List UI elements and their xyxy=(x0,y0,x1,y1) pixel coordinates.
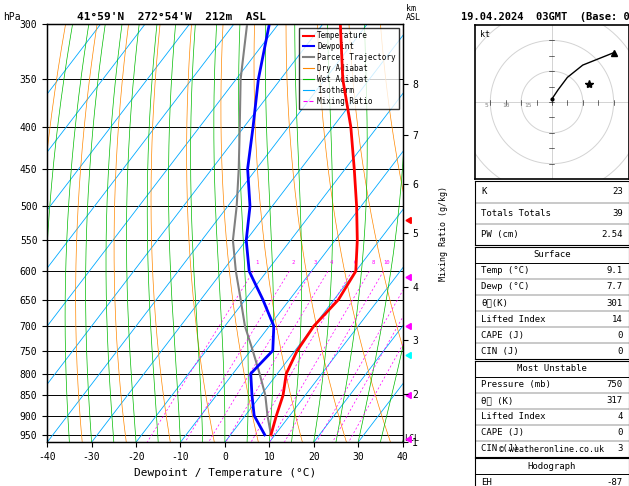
Text: 19.04.2024  03GMT  (Base: 00): 19.04.2024 03GMT (Base: 00) xyxy=(461,12,629,22)
Text: 0: 0 xyxy=(618,330,623,340)
Text: 0: 0 xyxy=(618,347,623,356)
Text: Lifted Index: Lifted Index xyxy=(481,314,545,324)
Text: Totals Totals: Totals Totals xyxy=(481,209,551,218)
Text: Surface: Surface xyxy=(533,250,571,260)
Text: 10: 10 xyxy=(503,103,510,108)
Text: θᴇ(K): θᴇ(K) xyxy=(481,298,508,308)
Text: 10: 10 xyxy=(384,260,390,265)
Text: 4: 4 xyxy=(330,260,333,265)
Text: 0: 0 xyxy=(618,428,623,437)
Text: 1: 1 xyxy=(255,260,259,265)
Text: 23: 23 xyxy=(612,188,623,196)
Text: CIN (J): CIN (J) xyxy=(481,347,519,356)
Legend: Temperature, Dewpoint, Parcel Trajectory, Dry Adiabat, Wet Adiabat, Isotherm, Mi: Temperature, Dewpoint, Parcel Trajectory… xyxy=(299,28,399,109)
Text: 15: 15 xyxy=(524,103,532,108)
Text: Mixing Ratio (g/kg): Mixing Ratio (g/kg) xyxy=(439,186,448,281)
Text: kt: kt xyxy=(479,30,489,38)
Text: Dewp (°C): Dewp (°C) xyxy=(481,282,530,292)
Text: 750: 750 xyxy=(607,380,623,389)
Text: 3: 3 xyxy=(314,260,317,265)
Text: 8: 8 xyxy=(371,260,375,265)
Text: 7.7: 7.7 xyxy=(607,282,623,292)
Text: hPa: hPa xyxy=(3,12,21,22)
Text: Temp (°C): Temp (°C) xyxy=(481,266,530,276)
Text: 5: 5 xyxy=(484,103,488,108)
Text: 39: 39 xyxy=(612,209,623,218)
X-axis label: Dewpoint / Temperature (°C): Dewpoint / Temperature (°C) xyxy=(134,468,316,478)
Text: 2: 2 xyxy=(291,260,294,265)
Text: CIN (J): CIN (J) xyxy=(481,444,519,453)
Text: EH: EH xyxy=(481,478,492,486)
Text: 14: 14 xyxy=(612,314,623,324)
Text: 41°59'N  272°54'W  212m  ASL: 41°59'N 272°54'W 212m ASL xyxy=(77,12,266,22)
Text: 4: 4 xyxy=(618,412,623,421)
Text: LCL: LCL xyxy=(404,434,419,443)
Text: K: K xyxy=(481,188,486,196)
Text: Lifted Index: Lifted Index xyxy=(481,412,545,421)
Text: Hodograph: Hodograph xyxy=(528,462,576,471)
Text: 6: 6 xyxy=(354,260,357,265)
Text: θᴇ (K): θᴇ (K) xyxy=(481,396,513,405)
Text: CAPE (J): CAPE (J) xyxy=(481,330,524,340)
Text: © weatheronline.co.uk: © weatheronline.co.uk xyxy=(499,445,604,454)
Text: Pressure (mb): Pressure (mb) xyxy=(481,380,551,389)
Text: 317: 317 xyxy=(607,396,623,405)
Text: PW (cm): PW (cm) xyxy=(481,230,519,239)
Text: 301: 301 xyxy=(607,298,623,308)
Text: 9.1: 9.1 xyxy=(607,266,623,276)
Text: 3: 3 xyxy=(618,444,623,453)
Text: CAPE (J): CAPE (J) xyxy=(481,428,524,437)
Text: 2.54: 2.54 xyxy=(601,230,623,239)
Text: -87: -87 xyxy=(607,478,623,486)
Text: Most Unstable: Most Unstable xyxy=(517,364,587,373)
Text: km
ASL: km ASL xyxy=(406,4,421,22)
